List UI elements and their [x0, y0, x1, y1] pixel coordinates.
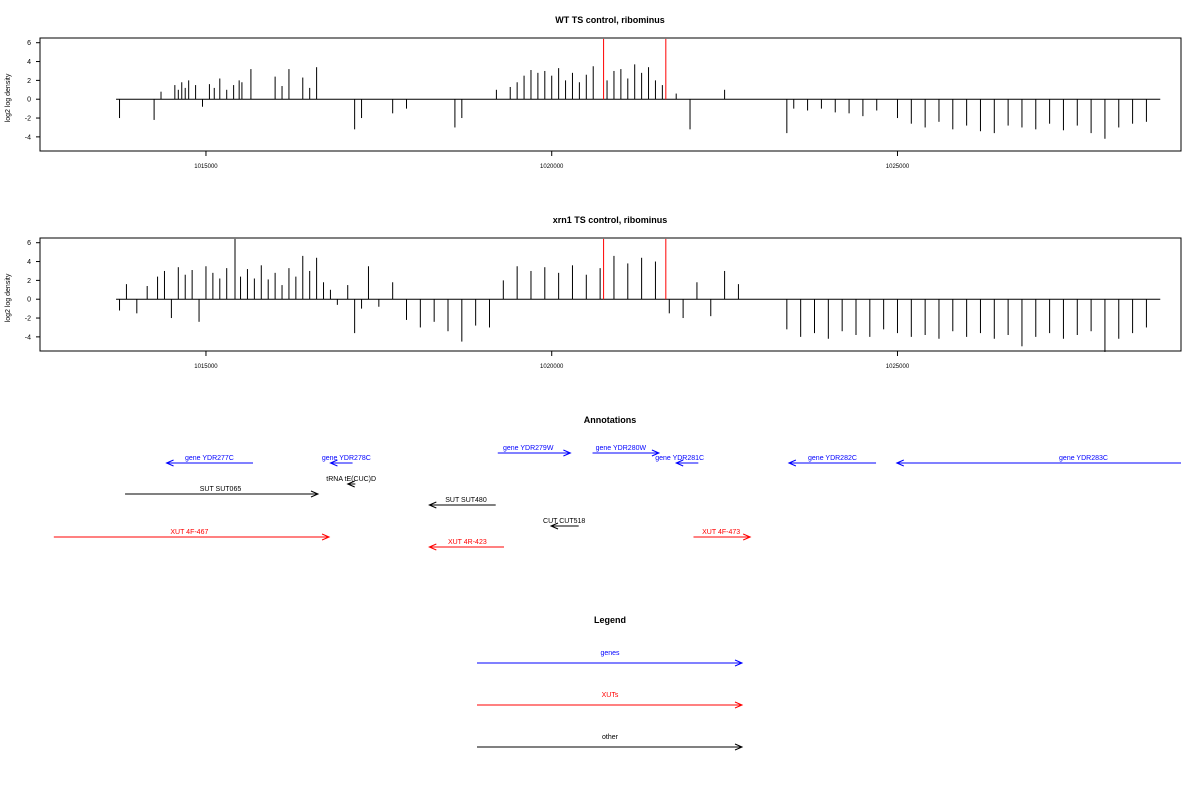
feature-label: SUT SUT065	[200, 486, 242, 493]
feature-arrow-head	[346, 480, 355, 488]
y-tick-label: -2	[25, 316, 31, 323]
y-tick-label: 0	[27, 297, 31, 304]
axis-ticks: 6 4 2 0 -2 -4 1015000 1020000 1025000	[25, 40, 910, 170]
y-tick-label: 2	[27, 278, 31, 285]
y-tick-label: 0	[27, 97, 31, 104]
plot-frame	[39, 37, 1182, 152]
plot-frame	[39, 237, 1182, 352]
feature-arrow-head	[165, 459, 174, 467]
legend-items: genes XUTs other	[477, 650, 744, 751]
y-tick-label: 4	[27, 259, 31, 266]
feature-arrow-head	[329, 459, 338, 467]
feature-arrow-head	[895, 459, 904, 467]
legend-arrow-head	[734, 701, 744, 709]
x-tick-label: 1020000	[540, 364, 564, 370]
x-tick-label: 1025000	[886, 364, 910, 370]
y-tick-label: 6	[27, 40, 31, 47]
feature-arrow-head	[428, 543, 437, 551]
feature-label: gene YDR283C	[1059, 455, 1108, 462]
feature-arrow-head	[674, 459, 684, 467]
feature-arrow-head	[651, 449, 661, 457]
x-tick-label: 1015000	[194, 164, 218, 170]
x-tick-label: 1025000	[886, 164, 910, 170]
legend-label: other	[602, 734, 619, 741]
feature-arrow-head	[563, 449, 572, 457]
feature-arrow-head	[428, 501, 437, 509]
feature-label: gene YDR277C	[185, 455, 234, 462]
y-tick-label: -4	[25, 134, 31, 141]
panel-title: WT TS control, ribominus	[555, 15, 665, 25]
feature-label: XUT 4R-423	[448, 539, 487, 546]
feature-label: XUT 4F-467	[170, 529, 208, 536]
feature-label: gene YDR280W	[596, 445, 647, 452]
legend-arrow-head	[734, 659, 744, 667]
feature-label: CUT CUT518	[543, 518, 585, 525]
legend-label: XUTs	[602, 692, 619, 699]
feature-arrows: gene YDR277C gene YDR278C gene YDR279W gene…	[53, 445, 1181, 551]
feature-label: gene YDR281C	[655, 455, 704, 462]
axis-ticks: 6 4 2 0 -2 -4 1015000 1020000 1025000	[25, 240, 910, 370]
coverage-bars	[116, 238, 1161, 352]
y-tick-label: 6	[27, 240, 31, 247]
legend-title: Legend	[594, 615, 626, 625]
x-tick-label: 1020000	[540, 164, 564, 170]
legend-label: genes	[600, 650, 620, 657]
y-tick-label: -2	[25, 116, 31, 123]
y-axis-label: log2 log density	[5, 273, 12, 322]
y-axis-label: log2 log density	[5, 73, 12, 122]
feature-label: gene YDR279W	[503, 445, 554, 452]
y-tick-label: 4	[27, 59, 31, 66]
annotations-panel: Annotations gene YDR277C gene YDR278Cgene…	[53, 415, 1181, 551]
x-tick-label: 1015000	[194, 364, 218, 370]
y-tick-label: -4	[25, 334, 31, 341]
feature-arrow-head	[310, 490, 320, 498]
feature-label: XUT 4F-473	[702, 529, 740, 536]
feature-label: SUT SUT480	[445, 497, 487, 504]
feature-arrow-head	[787, 459, 797, 467]
legend-panel: Legend genes XUTs other	[477, 615, 744, 751]
feature-label: tRNA tE(CUC)D	[326, 476, 376, 483]
xrn1-coverage-panel: xrn1 TS control, ribominus log2 log dens…	[5, 215, 1182, 370]
wt-coverage-panel: WT TS control, ribominus log2 log densit…	[5, 15, 1182, 170]
y-tick-label: 2	[27, 78, 31, 85]
feature-arrow-head	[321, 533, 331, 541]
coverage-bars	[116, 38, 1161, 139]
feature-label: gene YDR282C	[808, 455, 857, 462]
panel-title: xrn1 TS control, ribominus	[553, 215, 668, 225]
feature-label: gene YDR278C	[322, 455, 371, 462]
annotations-title: Annotations	[584, 415, 637, 425]
legend-arrow-head	[734, 743, 744, 751]
feature-arrow-head	[742, 533, 752, 541]
feature-arrow-head	[549, 522, 559, 530]
